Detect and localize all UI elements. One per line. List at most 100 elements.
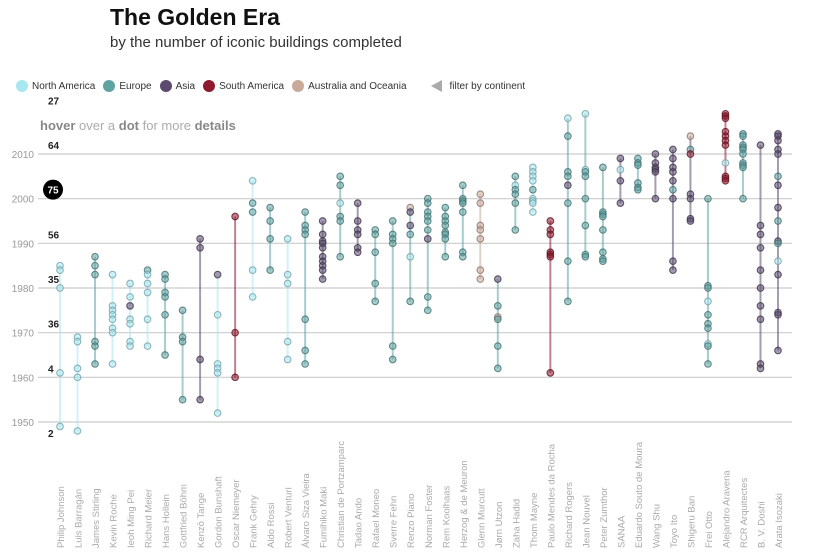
building-dot[interactable] (476, 266, 485, 274)
building-dot[interactable] (704, 284, 712, 292)
building-dot[interactable] (231, 373, 239, 382)
building-dot[interactable] (599, 212, 607, 221)
building-dot[interactable] (511, 226, 520, 234)
building-dot[interactable] (388, 355, 397, 364)
building-dot[interactable] (493, 315, 502, 324)
building-dot[interactable] (458, 181, 467, 190)
building-dot[interactable] (564, 257, 572, 266)
building-dot[interactable] (353, 248, 362, 257)
building-dot[interactable] (143, 270, 152, 279)
building-dot[interactable] (441, 252, 450, 261)
building-dot[interactable] (248, 176, 257, 185)
building-dot[interactable] (634, 185, 642, 194)
building-dot[interactable] (739, 132, 747, 140)
building-dot[interactable] (476, 199, 485, 207)
building-dot[interactable] (108, 360, 117, 368)
building-dot[interactable] (546, 252, 555, 261)
building-dot[interactable] (721, 114, 730, 123)
building-dot[interactable] (108, 328, 117, 337)
building-dot[interactable] (669, 176, 677, 185)
building-dot[interactable] (91, 342, 99, 350)
building-dot[interactable] (423, 306, 432, 315)
building-dot[interactable] (248, 199, 257, 207)
building-dot[interactable] (651, 150, 660, 158)
building-dot[interactable] (756, 141, 765, 149)
building-dot[interactable] (616, 176, 625, 185)
building-dot[interactable] (721, 141, 730, 149)
building-dot[interactable] (599, 248, 607, 257)
building-dot[interactable] (336, 199, 345, 207)
building-dot[interactable] (651, 168, 660, 176)
building-dot[interactable] (126, 279, 134, 288)
building-dot[interactable] (56, 266, 64, 274)
building-dot[interactable] (686, 194, 695, 203)
building-dot[interactable] (196, 235, 204, 243)
building-dot[interactable] (739, 194, 747, 203)
building-dot[interactable] (581, 252, 590, 261)
building-dot[interactable] (774, 257, 782, 266)
building-dot[interactable] (56, 422, 64, 431)
building-dot[interactable] (493, 275, 502, 283)
building-dot[interactable] (283, 279, 292, 288)
building-dot[interactable] (301, 315, 310, 324)
building-dot[interactable] (196, 355, 204, 364)
building-dot[interactable] (73, 427, 82, 435)
building-dot[interactable] (686, 217, 695, 225)
building-dot[interactable] (353, 230, 362, 239)
building-dot[interactable] (441, 221, 450, 230)
building-dot[interactable] (318, 217, 327, 225)
building-dot[interactable] (511, 199, 520, 207)
building-dot[interactable] (546, 230, 555, 239)
building-dot[interactable] (686, 132, 695, 140)
building-dot[interactable] (493, 342, 502, 350)
building-dot[interactable] (756, 284, 765, 292)
building-dot[interactable] (266, 217, 274, 225)
building-dot[interactable] (388, 217, 397, 225)
building-dot[interactable] (739, 163, 747, 172)
building-dot[interactable] (669, 185, 677, 194)
building-dot[interactable] (143, 342, 152, 350)
building-dot[interactable] (704, 324, 712, 333)
building-dot[interactable] (756, 243, 765, 252)
building-dot[interactable] (283, 355, 292, 364)
building-dot[interactable] (423, 293, 432, 301)
building-dot[interactable] (301, 230, 310, 239)
building-dot[interactable] (388, 342, 397, 350)
building-dot[interactable] (599, 226, 607, 234)
building-dot[interactable] (301, 360, 310, 368)
building-dot[interactable] (301, 346, 310, 355)
building-dot[interactable] (493, 302, 502, 310)
building-dot[interactable] (704, 194, 712, 203)
building-dot[interactable] (774, 150, 782, 158)
building-dot[interactable] (318, 243, 327, 252)
building-dot[interactable] (353, 199, 362, 207)
building-dot[interactable] (774, 136, 782, 145)
building-dot[interactable] (564, 199, 572, 207)
building-dot[interactable] (371, 248, 380, 257)
building-dot[interactable] (458, 252, 467, 261)
building-dot[interactable] (721, 159, 730, 167)
building-dot[interactable] (336, 172, 345, 181)
building-dot[interactable] (528, 199, 537, 207)
building-dot[interactable] (231, 212, 239, 221)
building-dot[interactable] (774, 310, 782, 319)
building-dot[interactable] (318, 230, 327, 239)
building-dot[interactable] (406, 297, 415, 306)
building-dot[interactable] (108, 315, 117, 324)
building-dot[interactable] (161, 293, 169, 301)
building-dot[interactable] (581, 109, 590, 118)
building-dot[interactable] (476, 275, 485, 283)
legend-item-oc[interactable]: Australia and Oceania (292, 80, 407, 92)
building-dot[interactable] (774, 217, 782, 225)
building-dot[interactable] (318, 266, 327, 274)
building-dot[interactable] (423, 217, 432, 225)
building-dot[interactable] (231, 328, 239, 337)
building-dot[interactable] (143, 279, 152, 288)
building-dot[interactable] (756, 364, 765, 373)
building-dot[interactable] (126, 342, 134, 350)
building-dot[interactable] (669, 154, 677, 163)
building-dot[interactable] (564, 172, 572, 181)
building-dot[interactable] (739, 150, 747, 158)
building-dot[interactable] (476, 235, 485, 243)
building-dot[interactable] (161, 351, 169, 359)
